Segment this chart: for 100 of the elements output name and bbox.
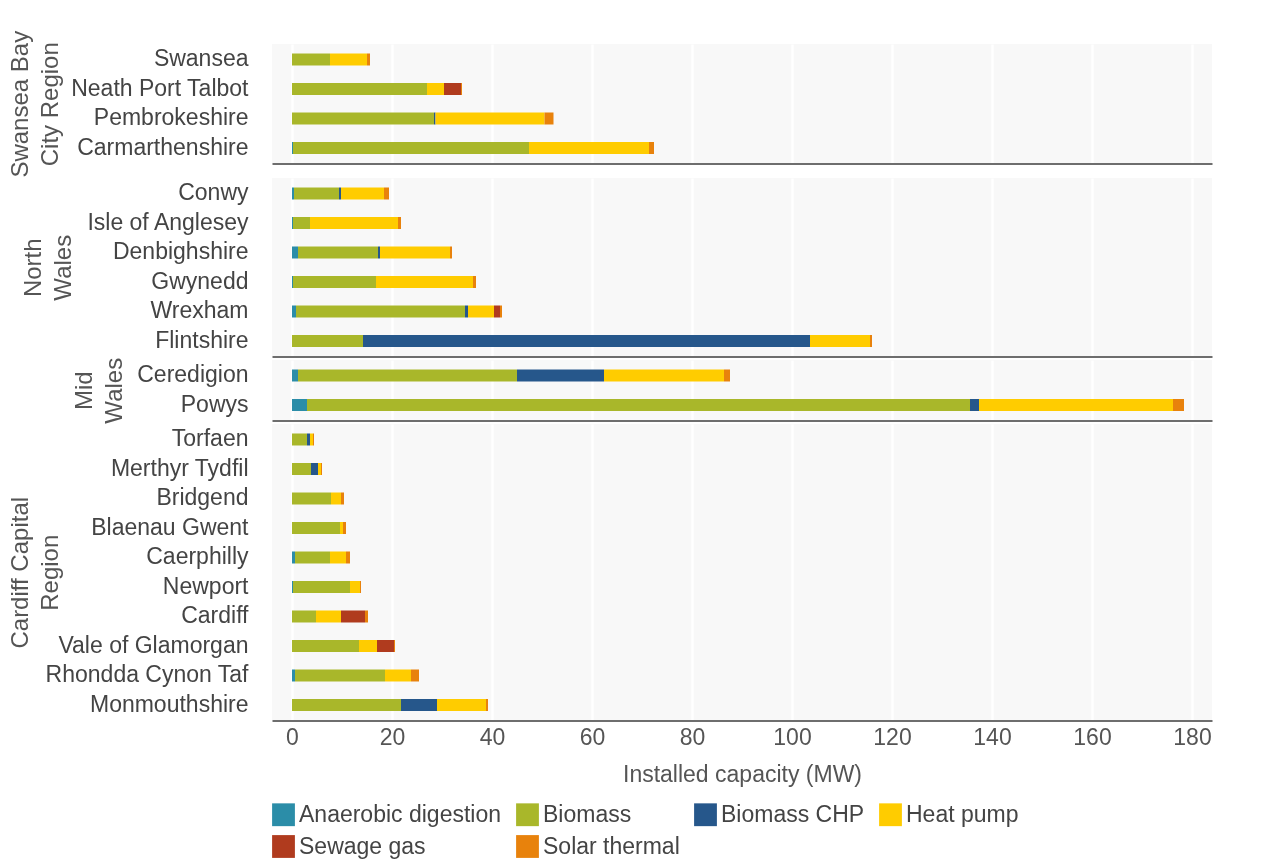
x-tick-label: 80 bbox=[679, 723, 706, 750]
y-tick-label: Gwynedd bbox=[151, 267, 249, 294]
bar bbox=[292, 112, 434, 125]
x-tick-label: 100 bbox=[773, 723, 812, 750]
x-tick-label: 20 bbox=[379, 723, 406, 750]
y-tick-label: Conwy bbox=[178, 179, 249, 206]
x-tick-label: 0 bbox=[286, 723, 299, 750]
y-tick-label: Monmouthshire bbox=[89, 690, 249, 717]
x-tick-label: 160 bbox=[1073, 723, 1112, 750]
bar bbox=[350, 580, 360, 593]
legend-label: Biomass bbox=[543, 800, 632, 827]
bar bbox=[367, 53, 370, 66]
y-tick-label: Merthyr Tydfil bbox=[110, 454, 249, 481]
bar bbox=[473, 275, 476, 288]
bar bbox=[517, 369, 604, 382]
bar bbox=[294, 187, 339, 200]
bar bbox=[298, 369, 517, 382]
bar bbox=[292, 369, 298, 382]
y-tick-label: Bridgend bbox=[156, 484, 249, 511]
bar bbox=[649, 141, 654, 154]
y-tick-label: Neath Port Talbot bbox=[71, 74, 250, 101]
bar bbox=[316, 610, 341, 623]
bar bbox=[465, 305, 468, 318]
bar bbox=[296, 305, 465, 318]
bar bbox=[292, 698, 401, 711]
bar bbox=[292, 334, 363, 347]
bar bbox=[468, 305, 494, 318]
bar bbox=[377, 639, 394, 652]
x-tick-label: 140 bbox=[973, 723, 1012, 750]
bar bbox=[292, 610, 316, 623]
bar bbox=[385, 669, 411, 682]
bar bbox=[544, 112, 554, 125]
bar bbox=[384, 187, 389, 200]
bar bbox=[604, 369, 724, 382]
bar bbox=[298, 246, 378, 259]
bar bbox=[724, 369, 730, 382]
bar bbox=[311, 462, 318, 475]
bar bbox=[363, 334, 810, 347]
y-tick-label: Cardiff bbox=[181, 602, 250, 629]
bar bbox=[346, 551, 350, 564]
bar bbox=[365, 610, 368, 623]
bar bbox=[1173, 398, 1184, 411]
bar bbox=[295, 551, 330, 564]
bar bbox=[529, 141, 649, 154]
bar bbox=[293, 141, 529, 154]
bar bbox=[427, 82, 444, 95]
bar bbox=[295, 669, 385, 682]
bar bbox=[979, 398, 1173, 411]
bar bbox=[444, 82, 461, 95]
y-tick-label: Blaenau Gwent bbox=[91, 513, 250, 540]
bar bbox=[341, 610, 365, 623]
bar bbox=[292, 53, 330, 66]
bar bbox=[330, 551, 346, 564]
y-tick-label: Torfaen bbox=[171, 425, 249, 452]
bar bbox=[292, 639, 359, 652]
y-tick-label: Carmarthenshire bbox=[77, 133, 249, 160]
y-tick-label: Newport bbox=[162, 572, 250, 599]
bar bbox=[292, 82, 427, 95]
bar bbox=[292, 669, 295, 682]
y-tick-label: Isle of Anglesey bbox=[87, 208, 249, 235]
bar bbox=[494, 305, 500, 318]
bar bbox=[293, 275, 376, 288]
y-axis-title: Swansea Bay City Region bbox=[5, 30, 63, 178]
y-tick-label: Flintshire bbox=[155, 326, 249, 353]
bar bbox=[376, 275, 473, 288]
y-tick-label: Ceredigion bbox=[137, 361, 249, 388]
legend-label: Sewage gas bbox=[299, 832, 426, 859]
y-tick-label: Wrexham bbox=[150, 297, 249, 324]
x-tick-label: 120 bbox=[873, 723, 912, 750]
bar bbox=[292, 462, 311, 475]
bar bbox=[810, 334, 870, 347]
x-axis-title: Installed capacity (MW) bbox=[622, 760, 863, 787]
legend-label: Solar thermal bbox=[543, 832, 680, 859]
bar bbox=[292, 246, 298, 259]
bar bbox=[411, 669, 419, 682]
bar bbox=[398, 216, 401, 229]
bar bbox=[293, 580, 350, 593]
legend-label: Heat pump bbox=[906, 800, 1019, 827]
bar bbox=[292, 492, 331, 505]
bar bbox=[292, 521, 340, 534]
y-tick-label: Caerphilly bbox=[146, 543, 249, 570]
bar bbox=[292, 433, 307, 446]
bar bbox=[292, 305, 296, 318]
y-tick-label: Rhondda Cynon Taf bbox=[45, 661, 250, 688]
x-tick-label: 180 bbox=[1173, 723, 1212, 750]
bar bbox=[292, 551, 295, 564]
legend-label: Biomass CHP bbox=[721, 800, 865, 827]
bar bbox=[310, 216, 398, 229]
y-axis-title: North Wales bbox=[19, 234, 77, 301]
legend-label: Anaerobic digestion bbox=[299, 800, 502, 827]
y-tick-label: Pembrokeshire bbox=[93, 104, 249, 131]
bar bbox=[331, 492, 341, 505]
bar bbox=[380, 246, 450, 259]
bar bbox=[341, 492, 344, 505]
bar bbox=[435, 112, 545, 125]
y-tick-label: Denbighshire bbox=[112, 238, 249, 265]
bar bbox=[341, 187, 384, 200]
x-tick-label: 40 bbox=[479, 723, 506, 750]
bar bbox=[293, 216, 310, 229]
bar bbox=[307, 398, 970, 411]
